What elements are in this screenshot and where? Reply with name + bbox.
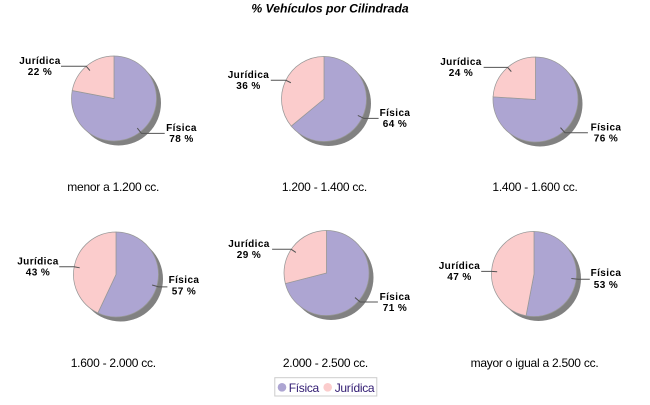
svg-text:Jurídica: Jurídica: [335, 381, 375, 395]
svg-text:76 %: 76 %: [594, 134, 618, 145]
svg-text:1.200 - 1.400 cc.: 1.200 - 1.400 cc.: [282, 180, 367, 194]
svg-text:71 %: 71 %: [383, 303, 407, 314]
svg-text:Jurídica: Jurídica: [17, 257, 59, 268]
svg-text:Jurídica: Jurídica: [19, 56, 61, 67]
svg-text:22 %: 22 %: [28, 67, 52, 78]
svg-text:1.400 - 1.600 cc.: 1.400 - 1.600 cc.: [492, 180, 577, 194]
svg-text:53 %: 53 %: [594, 280, 618, 291]
svg-text:29 %: 29 %: [237, 250, 261, 261]
svg-text:64 %: 64 %: [383, 119, 407, 130]
svg-text:menor a 1.200 cc.: menor a 1.200 cc.: [67, 180, 159, 194]
svg-text:43 %: 43 %: [26, 268, 50, 279]
svg-text:Física: Física: [166, 123, 197, 134]
svg-text:Jurídica: Jurídica: [228, 239, 270, 250]
svg-text:57 %: 57 %: [172, 287, 196, 298]
svg-text:Física: Física: [380, 292, 411, 303]
svg-text:Física: Física: [591, 123, 622, 134]
svg-text:47 %: 47 %: [447, 272, 471, 283]
svg-text:24 %: 24 %: [449, 68, 473, 79]
svg-text:Física: Física: [289, 381, 320, 395]
svg-text:Jurídica: Jurídica: [228, 70, 270, 81]
svg-text:Jurídica: Jurídica: [440, 57, 482, 68]
svg-text:Física: Física: [380, 108, 411, 119]
svg-text:2.000 - 2.500 cc.: 2.000 - 2.500 cc.: [283, 356, 368, 370]
svg-text:Física: Física: [591, 268, 622, 279]
svg-text:mayor o igual a 2.500 cc.: mayor o igual a 2.500 cc.: [471, 356, 599, 370]
svg-text:36 %: 36 %: [236, 81, 260, 92]
svg-text:Jurídica: Jurídica: [439, 261, 481, 272]
svg-text:78 %: 78 %: [169, 134, 193, 145]
svg-text:% Vehículos por Cilindrada: % Vehículos por Cilindrada: [251, 2, 409, 16]
svg-text:1.600 - 2.000 cc.: 1.600 - 2.000 cc.: [71, 356, 156, 370]
svg-text:Física: Física: [169, 275, 200, 286]
